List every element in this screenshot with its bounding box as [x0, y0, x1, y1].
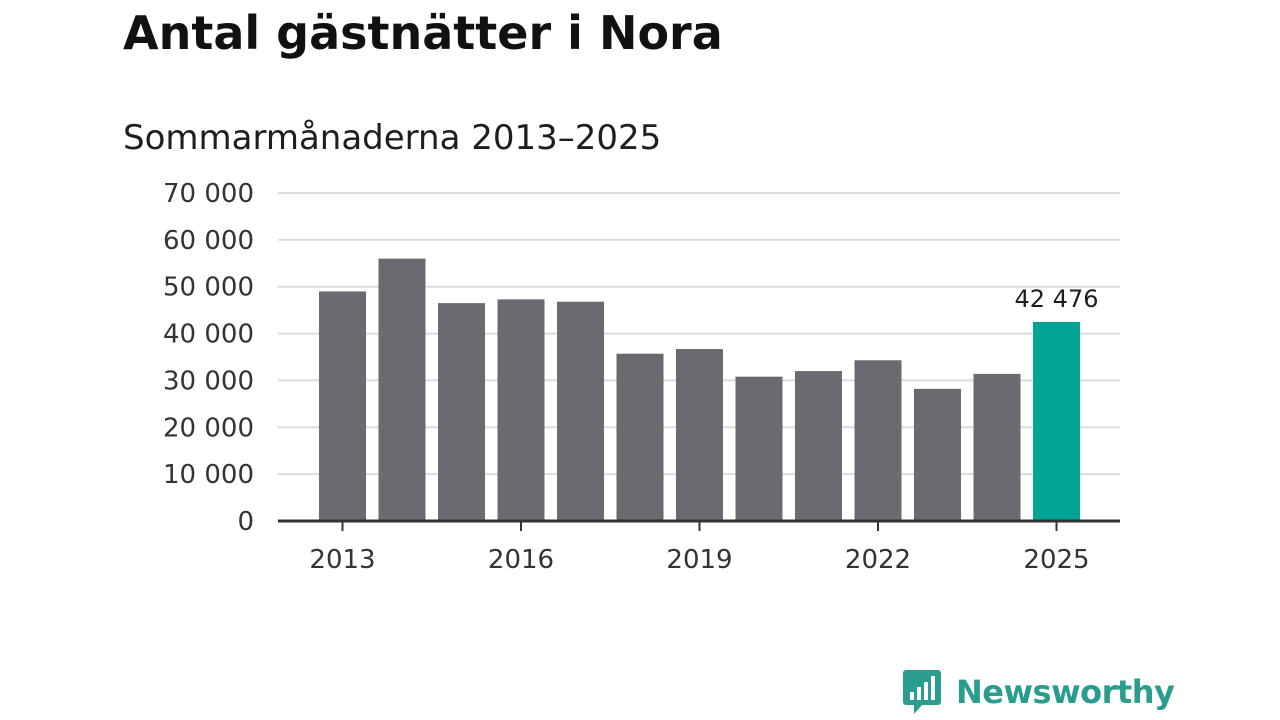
y-tick-label: 0	[237, 507, 254, 537]
brand-logo: Newsworthy	[902, 668, 1175, 716]
x-tick-label: 2013	[309, 545, 375, 575]
bar-2016	[497, 299, 545, 521]
data-label: 42 476	[1015, 285, 1099, 313]
chart-subtitle: Sommarmånaderna 2013–2025	[123, 118, 662, 158]
bar-2019	[676, 349, 723, 521]
bar-2017	[557, 301, 604, 521]
bar-2021	[795, 371, 842, 521]
bar-chart: 0 10 000 20 000 30 000 40 000 50 000 60 000 70 …	[163, 179, 1120, 575]
bar-2022	[854, 360, 902, 521]
brand-name: Newsworthy	[956, 673, 1175, 711]
x-axis-ticks: 2013 2016 2019 2022 2025	[309, 521, 1090, 575]
x-tick-label: 2019	[666, 545, 732, 575]
bar-2018	[616, 353, 664, 521]
newsworthy-logo-icon	[903, 670, 941, 714]
bar-2013	[319, 291, 366, 521]
x-tick-label: 2016	[488, 545, 554, 575]
data-labels: 42 476	[1015, 285, 1099, 313]
y-tick-label: 50 000	[163, 273, 254, 303]
bar-2015	[438, 303, 485, 521]
bar-2020	[735, 376, 783, 521]
bars	[319, 258, 1080, 521]
bar-2014	[378, 258, 426, 521]
y-tick-label: 20 000	[163, 413, 254, 443]
y-tick-label: 60 000	[163, 226, 254, 256]
y-tick-label: 10 000	[163, 460, 254, 490]
y-tick-label: 30 000	[163, 366, 254, 396]
x-tick-label: 2022	[845, 545, 911, 575]
bar-2025	[1033, 321, 1080, 521]
x-tick-label: 2025	[1023, 545, 1089, 575]
y-tick-label: 40 000	[163, 320, 254, 350]
chart-title: Antal gästnätter i Nora	[123, 6, 723, 60]
y-axis-ticks: 0 10 000 20 000 30 000 40 000 50 000 60 000 70 …	[163, 179, 254, 537]
bar-2023	[914, 388, 961, 521]
y-tick-label: 70 000	[163, 179, 254, 209]
bar-2024	[973, 373, 1021, 521]
